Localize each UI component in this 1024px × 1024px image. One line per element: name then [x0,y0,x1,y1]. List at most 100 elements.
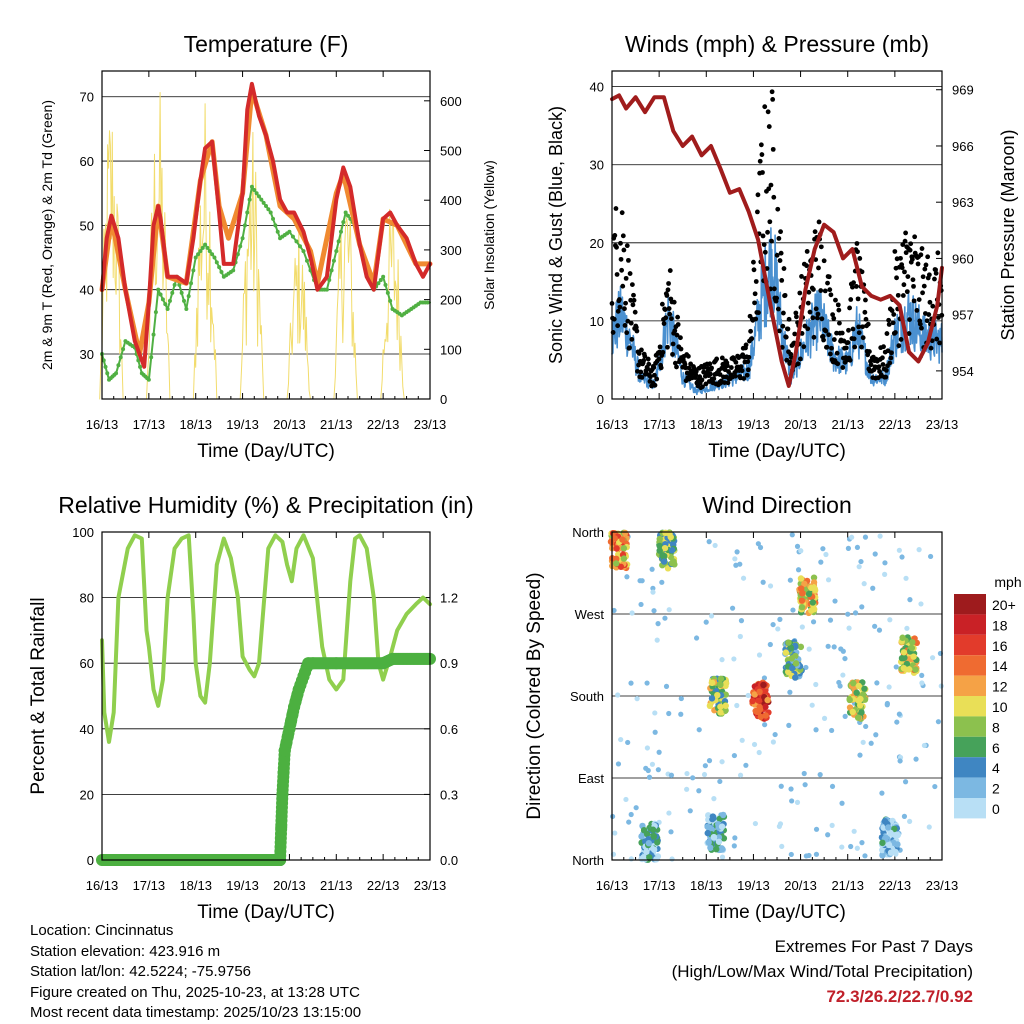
winds-gust-point [765,109,771,115]
dir-point [775,626,781,632]
winds-gust-point [856,324,862,330]
dir-point [668,546,676,554]
winds-gust-point [907,247,913,253]
dir-point [729,605,736,611]
winds-gust-point [755,192,761,198]
dir-point [660,558,668,565]
dir-point [805,590,813,598]
dir-point [892,848,899,856]
winds-gust-point [835,302,841,308]
dir-point [806,646,812,652]
dir-point [640,826,648,834]
winds-gust-point [830,312,836,318]
winds-gust-point [627,345,632,351]
winds-gust-point [725,363,730,369]
temp-xtick-label: 18/13 [179,417,212,432]
winds-gust-point [666,306,672,311]
winds-gust-point [782,292,788,298]
winds-gust-point [907,317,912,322]
dir-point [684,786,690,792]
dir-point [803,664,809,671]
dir-point [707,844,714,851]
dir-point [740,575,747,581]
dir-point [790,607,796,613]
dir-point [668,772,675,778]
winds-gust-point [924,318,930,324]
winds-gust-point [709,365,714,371]
dir-point [845,611,851,617]
dir-point [687,808,693,814]
temp-ytick-right-label: 300 [440,243,462,258]
temp-ytick-right-label: 200 [440,293,462,308]
winds-ytick-right-label: 957 [952,308,974,323]
winds-gust-point [880,362,886,367]
winds-gust-point [859,269,865,275]
winds-gust-point [741,376,747,381]
winds-gust-point [880,355,885,361]
dir-legend-swatch [954,777,986,798]
dir-point [872,551,878,557]
winds-gust-point [780,323,786,329]
winds-gust-point [847,357,853,363]
winds-gust-point [670,341,676,347]
winds-gust-point [824,344,830,350]
winds-gust-point [667,268,673,273]
dir-point [739,737,745,743]
winds-gust-point [804,249,810,254]
winds-gust-point [833,297,838,303]
winds-panel: Winds (mph) & Pressure (mb) 16/13 17/13 18/… [546,31,1018,462]
winds-gust-point [813,306,819,312]
dir-point [626,819,632,825]
winds-gust-point [810,287,816,292]
winds-gust-point [651,365,657,370]
dir-point [894,841,901,848]
winds-gust-point [622,323,628,328]
winds-gust-point [659,301,665,307]
winds-gust-point [613,206,619,211]
winds-gust-point [774,295,780,301]
winds-gust-point [623,275,629,281]
dir-point [711,796,717,802]
winds-gust-point [626,257,631,263]
winds-gust-point [662,307,668,312]
dir-legend-swatch [954,594,986,615]
winds-gust-point [615,323,621,329]
dir-point [863,723,869,730]
dir-legend-label: 6 [992,740,1000,756]
temp-xtick-label: 17/13 [133,417,166,432]
dir-point [896,711,902,717]
dir-point [621,529,629,537]
dir-point [872,623,878,629]
temp-xtick-label: 21/13 [320,417,353,432]
winds-gust-point [816,219,822,225]
winds-gust-point [821,258,827,264]
dir-point [810,579,818,586]
dir-point [801,580,808,588]
rh-xtick-label: 22/13 [367,878,400,893]
winds-gust-point [762,249,768,255]
dir-point [850,680,857,687]
dir-point [617,563,625,570]
winds-gust-point [786,316,792,322]
winds-gust-point [765,229,770,235]
winds-gust-point [719,355,725,361]
winds-gust-point [895,292,901,298]
figure-created: Figure created on Thu, 2025-10-23, at 13… [30,983,360,1001]
dir-point [799,624,805,630]
dir-point [884,700,890,707]
winds-gust-point [669,316,674,322]
dir-legend-label: 12 [992,679,1008,695]
dir-point [879,852,886,859]
winds-gust-point [797,290,803,296]
dir-point [710,834,718,841]
dir-point [737,561,743,567]
winds-gust-point [883,367,889,373]
dir-point [929,655,936,661]
winds-gust-point [619,267,625,273]
dir-point [708,695,716,702]
winds-gust-point [928,345,934,351]
winds-gust-point [767,219,773,225]
winds-gust-point [670,351,675,357]
winds-gust-point [639,347,644,353]
